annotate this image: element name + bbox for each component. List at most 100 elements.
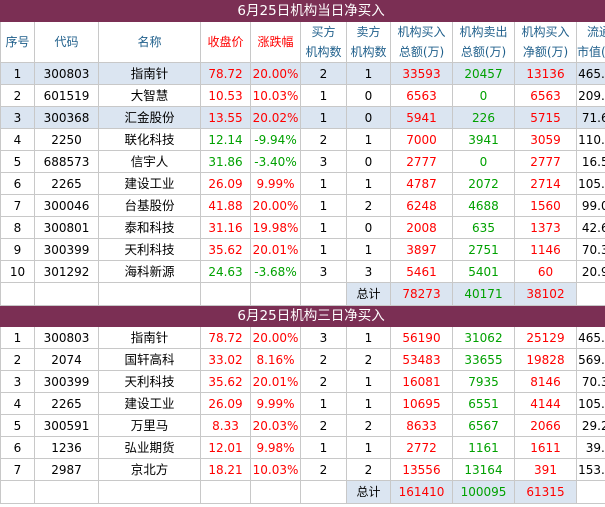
- row-code: 2265: [34, 392, 99, 415]
- row-market-cap: 39.2: [575, 436, 605, 459]
- empty-cell: [0, 282, 35, 306]
- row-inst-sell: 1161: [452, 436, 515, 459]
- row-inst-sell: 2751: [452, 238, 515, 261]
- row-code: 2265: [34, 172, 99, 195]
- row-inst-buy: 53483: [390, 348, 453, 371]
- row-name: 指南针: [98, 326, 201, 349]
- row-inst-sell: 2072: [452, 172, 515, 195]
- total-inst-sell: 100095: [452, 480, 515, 504]
- row-name: 弘业期货: [98, 436, 201, 459]
- empty-cell: [300, 480, 347, 504]
- row-change: 20.01%: [250, 370, 301, 393]
- row-change: -3.68%: [250, 260, 301, 283]
- row-seq: 5: [0, 414, 35, 437]
- header-ib-top: 机构买入: [390, 21, 453, 42]
- row-code: 300399: [34, 238, 99, 261]
- row-sell-count: 1: [346, 392, 391, 415]
- row-close: 31.86: [200, 150, 251, 173]
- empty-cell: [200, 480, 251, 504]
- row-code: 300046: [34, 194, 99, 217]
- row-name: 大智慧: [98, 84, 201, 107]
- row-seq: 5: [0, 150, 35, 173]
- row-change: 20.02%: [250, 106, 301, 129]
- row-market-cap: 105.17: [575, 392, 605, 415]
- table-row: 2 2074 国轩高科 33.02 8.16% 2 2 53483 33655 19828 569.…: [0, 348, 605, 371]
- header-close: 收盘价: [200, 21, 251, 63]
- row-sell-count: 1: [346, 172, 391, 195]
- header-buy-top: 买方: [300, 21, 347, 42]
- row-seq: 8: [0, 216, 35, 239]
- row-buy-count: 1: [300, 172, 347, 195]
- row-sell-count: 0: [346, 84, 391, 107]
- row-market-cap: 20.97: [575, 260, 605, 283]
- row-buy-count: 2: [300, 458, 347, 481]
- empty-cell: [300, 282, 347, 306]
- row-net-buy: 2714: [514, 172, 577, 195]
- row-inst-sell: 5401: [452, 260, 515, 283]
- total-net-buy: 38102: [514, 282, 577, 306]
- row-market-cap: 153.59: [575, 458, 605, 481]
- row-sell-count: 2: [346, 348, 391, 371]
- row-name: 海科新源: [98, 260, 201, 283]
- row-sell-count: 0: [346, 150, 391, 173]
- section2-title-row: 6月25日机构三日净买入: [0, 305, 605, 327]
- row-inst-sell: 6551: [452, 392, 515, 415]
- row-change: -9.94%: [250, 128, 301, 151]
- row-name: 国轩高科: [98, 348, 201, 371]
- row-code: 300803: [34, 326, 99, 349]
- row-inst-buy: 4787: [390, 172, 453, 195]
- empty-cell: [575, 282, 605, 306]
- table-row: 3 300399 天利科技 35.62 20.01% 2 1 16081 7935 8146 70.…: [0, 370, 605, 393]
- table-row: 1 300803 指南针 78.72 20.00% 2 1 33593 20457 13136 46…: [0, 62, 605, 85]
- total-inst-buy: 78273: [390, 282, 453, 306]
- row-close: 26.09: [200, 392, 251, 415]
- row-inst-buy: 6563: [390, 84, 453, 107]
- row-change: 10.03%: [250, 458, 301, 481]
- row-sell-count: 2: [346, 414, 391, 437]
- row-seq: 9: [0, 238, 35, 261]
- row-change: 20.03%: [250, 414, 301, 437]
- row-market-cap: 71.67: [575, 106, 605, 129]
- section1-title: 6月25日机构当日净买入: [0, 0, 605, 22]
- row-inst-sell: 0: [452, 84, 515, 107]
- row-name: 万里马: [98, 414, 201, 437]
- empty-cell: [98, 282, 201, 306]
- row-net-buy: 391: [514, 458, 577, 481]
- section2-title: 6月25日机构三日净买入: [0, 305, 605, 327]
- row-close: 41.88: [200, 194, 251, 217]
- row-close: 78.72: [200, 326, 251, 349]
- row-market-cap: 209.46: [575, 84, 605, 107]
- row-inst-sell: 13164: [452, 458, 515, 481]
- table-row: 7300046台基股份41.8820.00%1262484688156099.0…: [0, 194, 605, 217]
- row-buy-count: 1: [300, 392, 347, 415]
- row-net-buy: 5715: [514, 106, 577, 129]
- row-market-cap: 465.33: [575, 326, 605, 349]
- row-sell-count: 2: [346, 458, 391, 481]
- row-name: 联化科技: [98, 128, 201, 151]
- row-seq: 7: [0, 194, 35, 217]
- total-label: 总计: [346, 282, 391, 306]
- total-inst-buy: 161410: [390, 480, 453, 504]
- row-market-cap: 70.38: [575, 238, 605, 261]
- row-buy-count: 1: [300, 216, 347, 239]
- header-name: 名称: [98, 21, 201, 63]
- row-sell-count: 1: [346, 370, 391, 393]
- row-code: 2987: [34, 458, 99, 481]
- row-inst-buy: 10695: [390, 392, 453, 415]
- row-market-cap: 70.38: [575, 370, 605, 393]
- empty-cell: [575, 480, 605, 504]
- row-market-cap: 42.65: [575, 216, 605, 239]
- row-buy-count: 1: [300, 84, 347, 107]
- header-buy-bot: 机构数: [300, 42, 347, 63]
- header-cap-bot: 市值(亿): [575, 42, 605, 63]
- row-close: 12.01: [200, 436, 251, 459]
- row-name: 泰和科技: [98, 216, 201, 239]
- row-name: 信宇人: [98, 150, 201, 173]
- empty-cell: [200, 282, 251, 306]
- row-code: 300801: [34, 216, 99, 239]
